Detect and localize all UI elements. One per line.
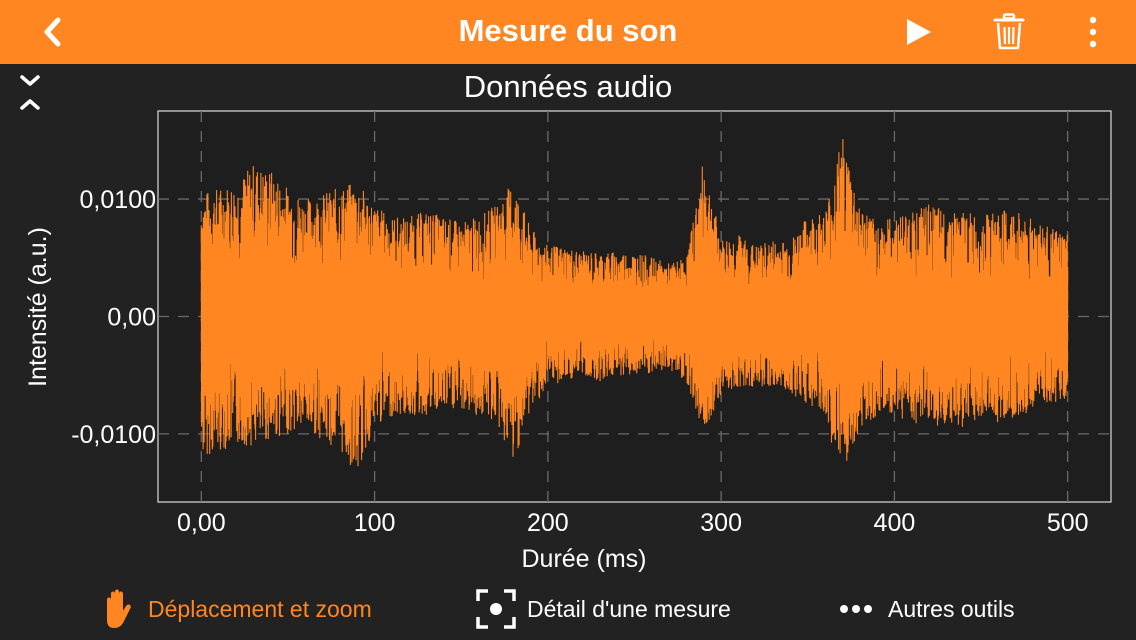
x-tick-labels: 0,00 100 200 300 400 500 (177, 509, 1089, 537)
delete-button[interactable] (987, 10, 1031, 54)
x-tick-label: 400 (874, 509, 916, 537)
hand-icon (98, 588, 138, 630)
chevron-left-icon (44, 17, 61, 47)
collapse-icon (20, 75, 40, 110)
y-tick-label: -0,0100 (71, 421, 156, 449)
y-tick-label: 0,00 (107, 303, 156, 331)
x-tick-label: 0,00 (177, 509, 226, 537)
tool-pan-zoom-label: Déplacement et zoom (148, 595, 372, 622)
trash-icon (993, 13, 1025, 50)
y-tick-label: 0,0100 (80, 186, 156, 214)
play-button[interactable] (896, 10, 940, 54)
waveform-line (200, 138, 1069, 467)
play-icon (907, 19, 931, 45)
tool-pan-zoom[interactable]: Déplacement et zoom (98, 584, 372, 634)
audio-chart[interactable]: 0,00 100 200 300 400 500 -0,0100 0,00 0,0100 Du… (0, 100, 1136, 580)
x-tick-label: 500 (1047, 509, 1089, 537)
more-vertical-icon (1089, 16, 1097, 48)
back-button[interactable] (30, 10, 74, 54)
waveform-series (200, 138, 1069, 467)
tool-other-tools[interactable]: Autres outils (838, 584, 1015, 634)
page-title: Mesure du son (458, 13, 678, 48)
x-tick-label: 200 (527, 509, 569, 537)
tool-other-tools-label: Autres outils (888, 595, 1015, 622)
tool-measure-detail[interactable]: Détail d'une mesure (475, 584, 731, 634)
y-axis-label: Intensité (a.u.) (24, 227, 52, 387)
x-tick-label: 100 (354, 509, 396, 537)
more-menu-button[interactable] (1071, 10, 1115, 54)
collapse-toggle-button[interactable] (14, 72, 46, 116)
grid-lines (158, 111, 1111, 502)
app-header: Mesure du son (0, 0, 1136, 64)
x-axis-label: Durée (ms) (521, 545, 646, 573)
x-tick-label: 300 (700, 509, 742, 537)
chart-title: Données audio (463, 69, 673, 104)
tool-measure-detail-label: Détail d'une mesure (527, 595, 731, 622)
tool-bar: Déplacement et zoom Détail d'une mesure … (0, 584, 1136, 634)
focus-frame-icon (475, 588, 517, 630)
y-tick-labels: -0,0100 0,00 0,0100 (71, 186, 156, 449)
more-horizontal-icon (838, 602, 878, 616)
